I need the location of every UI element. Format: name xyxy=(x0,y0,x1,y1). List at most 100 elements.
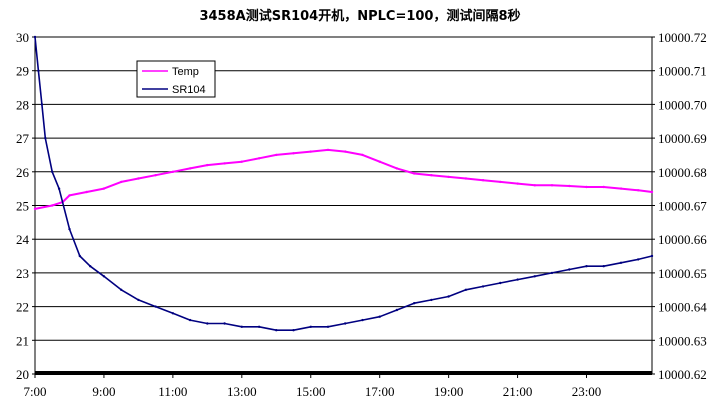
data-point-sr104 xyxy=(37,69,40,72)
data-point-sr104 xyxy=(499,281,502,285)
left-tick-label: 22 xyxy=(16,300,29,315)
data-point-sr104 xyxy=(550,271,554,275)
data-point-sr104 xyxy=(275,329,278,332)
x-tick-label: 13:00 xyxy=(227,384,257,399)
data-point-sr104 xyxy=(585,265,588,268)
legend-label-sr104: SR104 xyxy=(172,84,206,96)
data-point-temp xyxy=(430,174,433,177)
series-line-temp xyxy=(34,148,653,210)
right-tick-label: 10000.67 xyxy=(658,199,707,214)
x-axis-baseline xyxy=(35,371,652,375)
data-point-sr104 xyxy=(568,268,571,271)
data-point-sr104 xyxy=(57,187,61,190)
data-point-temp xyxy=(413,172,416,175)
data-point-temp xyxy=(481,179,485,182)
data-point-temp xyxy=(499,180,502,184)
data-point-sr104 xyxy=(344,322,347,325)
left-tick-label: 24 xyxy=(16,232,30,247)
data-point-sr104 xyxy=(188,318,192,322)
data-point-sr104 xyxy=(481,285,485,288)
series-line-sr104 xyxy=(34,36,653,332)
x-tick-label: 9:00 xyxy=(92,384,115,399)
data-point-sr104 xyxy=(44,136,47,140)
data-point-temp xyxy=(188,167,192,170)
x-tick-label: 21:00 xyxy=(503,384,533,399)
data-point-temp xyxy=(51,204,54,207)
left-tick-label: 30 xyxy=(16,30,29,45)
data-point-temp xyxy=(240,160,243,163)
data-point-temp xyxy=(292,152,295,155)
data-point-sr104 xyxy=(102,275,106,278)
data-point-temp xyxy=(257,157,261,160)
data-point-temp xyxy=(585,185,588,189)
data-point-temp xyxy=(33,207,37,211)
right-tick-label: 10000.62 xyxy=(658,367,707,382)
data-point-sr104 xyxy=(309,325,312,328)
data-point-temp xyxy=(516,182,519,185)
data-point-temp xyxy=(120,180,123,184)
left-tick-label: 23 xyxy=(16,266,29,281)
data-point-sr104 xyxy=(40,103,44,106)
data-point-temp xyxy=(137,177,140,180)
data-point-temp xyxy=(619,187,623,190)
data-point-temp xyxy=(637,189,640,192)
data-point-sr104 xyxy=(33,35,37,39)
data-point-sr104 xyxy=(257,325,261,328)
data-point-sr104 xyxy=(533,275,536,278)
right-tick-label: 10000.63 xyxy=(658,333,707,348)
data-point-sr104 xyxy=(120,288,123,291)
legend: Temp SR104 xyxy=(136,60,216,98)
data-point-sr104 xyxy=(413,302,416,305)
left-tick-label: 27 xyxy=(16,131,30,146)
legend-label-temp: Temp xyxy=(172,66,199,78)
data-point-sr104 xyxy=(650,254,654,258)
data-point-sr104 xyxy=(89,265,92,268)
data-point-sr104 xyxy=(68,227,71,231)
data-point-sr104 xyxy=(154,305,157,308)
left-axis: 20 21 22 23 24 25 26 27 28 29 30 xyxy=(16,30,35,382)
right-tick-label: 10000.65 xyxy=(658,266,707,281)
x-tick-label: 17:00 xyxy=(365,384,395,399)
data-point-temp xyxy=(171,170,175,173)
data-point-temp xyxy=(361,153,364,157)
data-point-temp xyxy=(68,194,71,197)
data-point-temp xyxy=(309,150,312,153)
data-point-sr104 xyxy=(137,298,140,302)
series-layer xyxy=(33,35,654,332)
data-point-temp xyxy=(102,187,106,190)
chart-title: 3458A测试SR104开机，NPLC=100，测试间隔8秒 xyxy=(199,8,520,24)
data-point-temp xyxy=(395,167,399,170)
data-point-sr104 xyxy=(223,322,226,325)
data-point-sr104 xyxy=(602,265,605,268)
right-tick-label: 10000.72 xyxy=(658,30,707,45)
data-point-sr104 xyxy=(206,322,209,325)
data-point-sr104 xyxy=(637,258,640,261)
data-point-temp xyxy=(447,175,450,179)
right-tick-label: 10000.69 xyxy=(658,131,707,146)
data-point-temp xyxy=(602,185,605,189)
data-point-sr104 xyxy=(361,318,364,322)
data-point-sr104 xyxy=(326,325,330,328)
data-point-temp xyxy=(344,150,347,153)
x-tick-label: 11:00 xyxy=(158,384,187,399)
right-tick-label: 10000.66 xyxy=(658,232,707,247)
right-tick-label: 10000.70 xyxy=(658,97,707,112)
data-point-temp xyxy=(206,163,209,167)
left-tick-label: 29 xyxy=(16,64,29,79)
data-point-temp xyxy=(550,184,554,187)
right-tick-label: 10000.68 xyxy=(658,165,707,180)
data-point-temp xyxy=(85,190,88,194)
left-tick-label: 25 xyxy=(16,199,29,214)
data-point-temp xyxy=(275,153,278,157)
data-point-sr104 xyxy=(516,278,519,281)
data-point-sr104 xyxy=(464,288,468,291)
data-point-temp xyxy=(154,174,157,177)
data-point-temp xyxy=(326,148,330,152)
data-point-temp xyxy=(533,184,536,187)
data-point-sr104 xyxy=(447,295,450,298)
data-point-sr104 xyxy=(619,261,623,264)
left-tick-label: 28 xyxy=(16,97,29,112)
x-tick-label: 23:00 xyxy=(572,384,602,399)
right-tick-label: 10000.71 xyxy=(658,64,707,79)
